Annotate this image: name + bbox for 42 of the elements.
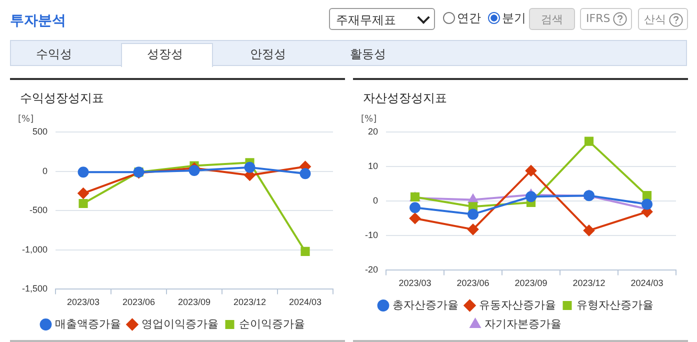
x-tick-label: 2023/09 [178,297,211,308]
text: 투자분석 [10,12,66,30]
text: 활동성 [350,46,386,63]
x-tick-label: 2023/06 [456,278,490,288]
y-axis-title: [%] [18,114,34,124]
x-tick-label: 2024/03 [288,297,322,308]
y-tick-label: -20 [364,264,378,275]
y-tick-label: -1,000 [22,244,48,254]
legend-label: 영업이익증가율 [141,317,218,330]
text: 연간 [457,10,481,27]
legend-label: 총자산증가율 [392,298,458,312]
legend-label: 유형자산증가율 [576,298,654,312]
chart-title: 자산성장성지표 [363,90,447,107]
text: IFRS [580,8,632,30]
y-tick-label: 0 [42,166,48,176]
text: 산식 [638,8,688,30]
y-tick-label: 0 [372,196,378,206]
x-tick-label: 2023/03 [66,297,100,308]
x-tick-label: 2023/06 [122,297,156,308]
text: 분기 [502,10,526,27]
y-tick-label: 20 [368,126,378,136]
y-tick-label: -1,500 [22,284,48,294]
text: 성장성 [147,46,183,63]
legend-label: 자기자본증가율 [484,317,562,330]
y-tick-label: 500 [32,126,48,136]
legend-label: 순이익증가율 [238,317,305,330]
x-tick-label: 2023/12 [572,278,606,288]
y-tick-label: -500 [30,205,48,216]
legend-label: 매출액증가율 [54,317,121,330]
y-axis-title: [%] [361,114,377,124]
text: 수익성 [36,46,72,63]
text: 안정성 [250,46,286,63]
x-tick-label: 2024/03 [630,278,664,288]
x-tick-label: 2023/12 [233,297,266,308]
x-tick-label: 2023/09 [514,278,548,288]
x-tick-label: 2023/03 [398,278,432,288]
chart-title: 수익성장성지표 [20,90,104,107]
text: 검색 [529,8,575,30]
text: 주재무제표 [329,8,435,30]
y-tick-label: -10 [364,230,378,240]
legend-label: 유동자산증가율 [478,298,556,312]
y-tick-label: 10 [368,161,378,172]
